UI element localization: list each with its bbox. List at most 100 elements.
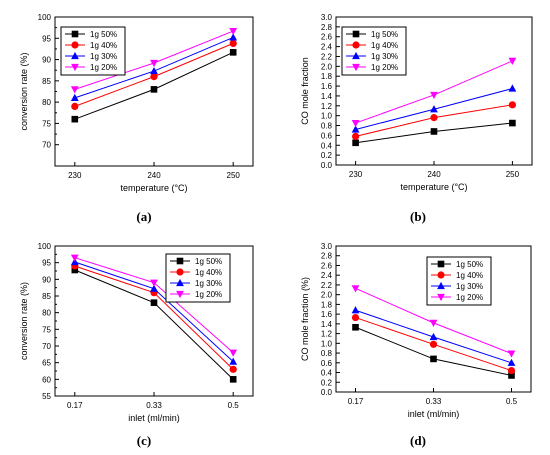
- data-point: [150, 66, 158, 75]
- x-tick-label: 250: [506, 170, 520, 179]
- y-tick-label: 2.6: [321, 261, 333, 270]
- y-tick-label: 1.4: [321, 92, 333, 101]
- data-point: [430, 114, 438, 122]
- data-point: [150, 86, 158, 93]
- y-tick-label: 2.0: [321, 62, 333, 71]
- y-tick-label: 3.0: [321, 13, 333, 22]
- y-tick-label: 60: [42, 375, 51, 384]
- series-3: [351, 57, 517, 128]
- legend-marker: [352, 41, 360, 49]
- legend-marker: [437, 293, 445, 302]
- data-point: [71, 115, 79, 123]
- legend-entry: 1g 40%: [371, 41, 398, 50]
- y-axis-label: conversion rate (%): [19, 282, 29, 360]
- panel-caption: (c): [137, 433, 151, 448]
- legend-marker: [352, 51, 360, 60]
- data-point: [507, 366, 516, 375]
- y-tick-label: 2.6: [321, 33, 333, 42]
- data-point: [150, 73, 158, 81]
- legend: 1g 50% 1g 40% 1g 30% 1g 20%: [341, 26, 407, 76]
- data-point: [352, 132, 360, 140]
- panel-caption: (a): [136, 209, 151, 224]
- chart-c: 55 60 65 70 75 80 85 90 95 100 0.17 0.33 0.5 inlet (m…: [19, 242, 254, 448]
- y-tick-label: 85: [42, 77, 51, 86]
- chart-a: 70 75 80 85 90 95 100 230 240 250 temperature (°C)…: [19, 13, 254, 224]
- series-0: [71, 266, 237, 383]
- y-tick-label: 2.4: [321, 271, 333, 280]
- data-point: [430, 128, 438, 135]
- data-point: [508, 84, 517, 92]
- y-tick-label: 3.0: [321, 242, 333, 251]
- legend: 1g 50% 1g 40% 1g 30% 1g 20%: [426, 256, 492, 306]
- series-2: [351, 306, 516, 366]
- data-point: [352, 139, 359, 147]
- y-tick-label: 80: [42, 98, 51, 107]
- y-tick-label: 0.0: [321, 388, 333, 397]
- data-point: [351, 119, 360, 128]
- legend-marker: [71, 30, 79, 38]
- data-point: [150, 284, 158, 292]
- series-1: [351, 313, 516, 375]
- legend-entry: 1g 50%: [195, 257, 222, 266]
- y-tick-label: 100: [38, 242, 52, 251]
- legend-entry: 1g 20%: [371, 63, 398, 72]
- y-tick-label: 0.2: [321, 378, 333, 387]
- legend-entry: 1g 50%: [90, 30, 117, 39]
- legend-entry: 1g 40%: [456, 271, 483, 280]
- data-point: [352, 323, 359, 331]
- legend: 1g 50% 1g 40% 1g 30% 1g 20%: [60, 26, 126, 76]
- legend: 1g 50% 1g 40% 1g 30% 1g 20%: [165, 253, 231, 303]
- y-tick-label: 90: [42, 275, 51, 284]
- legend-entry: 1g 20%: [90, 63, 117, 72]
- data-point: [508, 57, 517, 66]
- x-tick-label: 0.17: [348, 397, 364, 406]
- chart-d: 0.00.20.40.60.81.01.21.41.61.82.02.22.42…: [300, 242, 532, 448]
- series-1: [71, 39, 237, 110]
- y-tick-label: 1.0: [321, 112, 333, 121]
- legend-entry: 1g 50%: [371, 30, 398, 39]
- y-tick-label: 0.4: [321, 141, 333, 150]
- data-point: [229, 349, 238, 357]
- legend-marker: [71, 51, 79, 60]
- legend-marker: [437, 281, 445, 290]
- data-point: [430, 105, 438, 113]
- data-point: [429, 332, 438, 341]
- y-tick-label: 1.8: [321, 300, 333, 309]
- y-tick-label: 0.2: [321, 151, 333, 160]
- x-tick-label: 240: [147, 171, 161, 180]
- x-tick-label: 0.5: [506, 397, 518, 406]
- data-point: [71, 102, 79, 110]
- x-tick-label: 250: [227, 171, 241, 180]
- y-tick-label: 85: [42, 292, 51, 301]
- data-point: [229, 357, 238, 365]
- y-tick-label: 65: [42, 359, 51, 368]
- x-axis-label: temperature (°C): [400, 182, 467, 192]
- x-tick-label: 0.17: [67, 401, 83, 410]
- y-tick-label: 75: [42, 119, 51, 128]
- y-tick-label: 1.2: [321, 102, 333, 111]
- legend-entry: 1g 30%: [90, 52, 117, 61]
- x-tick-label: 0.33: [426, 397, 442, 406]
- y-tick-label: 1.4: [321, 320, 333, 329]
- legend-entry: 1g 30%: [456, 282, 483, 291]
- y-tick-label: 95: [42, 259, 51, 268]
- series-2: [70, 257, 238, 365]
- y-axis-label: CO mole fraction (%): [300, 277, 310, 361]
- y-tick-label: 0.8: [321, 349, 333, 358]
- y-tick-label: 1.0: [321, 339, 333, 348]
- y-tick-label: 0.6: [321, 131, 333, 140]
- y-tick-label: 70: [42, 342, 51, 351]
- y-tick-label: 55: [42, 392, 51, 401]
- x-axis-label: inlet (ml/min): [128, 413, 180, 423]
- data-point: [429, 340, 438, 348]
- data-point: [430, 91, 438, 100]
- legend-entry: 1g 50%: [456, 260, 483, 269]
- y-tick-label: 0.4: [321, 369, 333, 378]
- series-2: [70, 33, 238, 101]
- data-point: [229, 365, 237, 373]
- data-point: [70, 254, 79, 262]
- x-axis-label: inlet (ml/min): [408, 409, 460, 419]
- data-point: [150, 59, 158, 68]
- y-tick-label: 95: [42, 34, 51, 43]
